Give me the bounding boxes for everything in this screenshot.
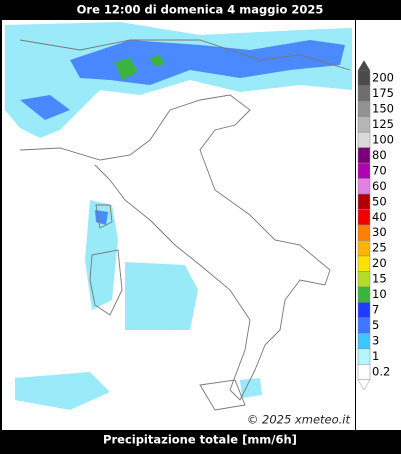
legend-label: 100 — [372, 132, 394, 146]
footer-caption: Precipitazione totale [mm/6h] — [103, 433, 297, 447]
legend-swatch — [357, 100, 371, 117]
legend-swatch — [357, 147, 371, 164]
precipitation-moderate — [20, 40, 345, 225]
legend-label: 0.2 — [372, 365, 390, 379]
legend-label: 175 — [372, 86, 394, 100]
legend-swatch — [357, 116, 371, 133]
legend-swatch — [357, 302, 371, 319]
legend-label: 80 — [372, 148, 387, 162]
legend-swatch — [357, 131, 371, 148]
legend-swatch — [357, 178, 371, 195]
legend-swatch — [357, 193, 371, 210]
legend-label: 30 — [372, 225, 387, 239]
legend-swatch — [357, 255, 371, 272]
legend-label: 15 — [372, 272, 387, 286]
legend-swatch — [357, 286, 371, 303]
legend-label: 1 — [372, 349, 379, 363]
legend-label: 50 — [372, 194, 387, 208]
legend-arrow-bottom — [357, 379, 371, 391]
legend-swatch — [357, 333, 371, 350]
precipitation-heavy — [115, 55, 165, 80]
legend-label: 150 — [372, 101, 394, 115]
legend-label: 3 — [372, 334, 379, 348]
legend-label: 20 — [372, 256, 387, 270]
legend-swatch — [357, 240, 371, 257]
legend-swatch — [357, 70, 371, 86]
legend-label: 5 — [372, 318, 379, 332]
legend-swatch — [357, 271, 371, 288]
legend-label: 25 — [372, 241, 387, 255]
legend-label: 60 — [372, 179, 387, 193]
coastlines — [19, 39, 351, 411]
legend-swatch — [357, 224, 371, 241]
credit: © 2025 xmeteo.it — [247, 413, 351, 427]
map — [2, 20, 355, 430]
legend-swatch — [357, 209, 371, 226]
legend-swatch — [357, 364, 371, 380]
legend-label: 200 — [372, 71, 394, 85]
legend-label: 125 — [372, 117, 394, 131]
legend-arrow-top — [358, 60, 370, 71]
legend-swatch — [357, 162, 371, 179]
legend-swatch — [357, 85, 371, 102]
legend-label: 7 — [372, 303, 379, 317]
legend-swatch — [357, 348, 371, 365]
legend-label: 40 — [372, 210, 387, 224]
legend-label: 10 — [372, 287, 387, 301]
map-title: Ore 12:00 di domenica 4 maggio 2025 — [77, 3, 324, 17]
legend-swatch — [357, 317, 371, 334]
legend-label: 70 — [372, 163, 387, 177]
